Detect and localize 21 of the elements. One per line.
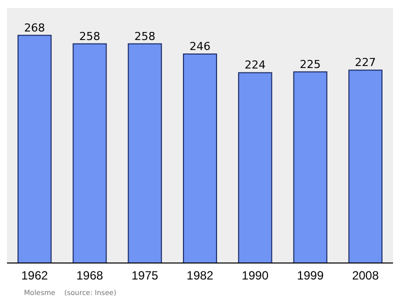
data-label: 227: [354, 56, 376, 70]
data-label: 225: [300, 58, 321, 71]
data-label: 246: [190, 40, 210, 54]
data-label: 224: [244, 58, 266, 72]
data-label: 258: [134, 30, 156, 43]
bar: [348, 70, 382, 264]
x-tick-label: 2008: [352, 268, 380, 283]
bar: [18, 34, 52, 264]
x-tick-label: 1962: [21, 268, 48, 283]
bar: [128, 43, 162, 264]
bar: [238, 72, 272, 264]
bar: [72, 43, 107, 264]
x-tick-label: 1982: [186, 268, 214, 283]
data-label: 268: [24, 21, 46, 34]
bar: [182, 54, 218, 264]
bar: [293, 71, 328, 264]
x-tick-label: 1999: [296, 268, 324, 283]
x-tick-label: 1968: [76, 268, 104, 283]
data-label: 258: [79, 30, 100, 43]
x-tick-label: 1975: [132, 268, 159, 283]
x-tick-label: 1990: [242, 268, 269, 283]
